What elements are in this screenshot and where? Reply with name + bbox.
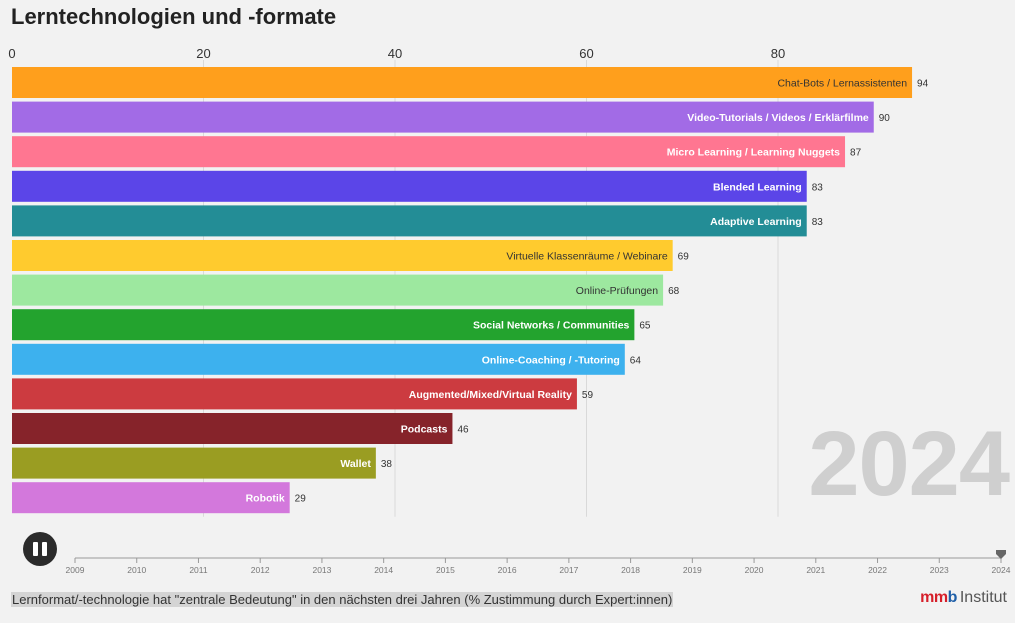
x-tick-label: 60 xyxy=(579,46,593,61)
timeline-year-label[interactable]: 2013 xyxy=(312,565,331,575)
x-tick-label: 20 xyxy=(196,46,210,61)
bar-category-label: Robotik xyxy=(246,493,285,505)
x-tick-label: 0 xyxy=(8,46,15,61)
bar-category-label: Blended Learning xyxy=(713,181,802,193)
bar xyxy=(12,413,453,444)
bar-category-label: Augmented/Mixed/Virtual Reality xyxy=(409,389,572,401)
x-tick-label: 40 xyxy=(388,46,402,61)
timeline-year-label[interactable]: 2019 xyxy=(683,565,702,575)
bar-value-label: 90 xyxy=(879,113,891,124)
bar-value-label: 59 xyxy=(582,390,594,401)
timeline-year-label[interactable]: 2021 xyxy=(806,565,825,575)
bar xyxy=(12,240,673,271)
bar xyxy=(12,170,807,202)
timeline-year-label[interactable]: 2022 xyxy=(868,565,887,575)
bar xyxy=(12,309,635,341)
timeline-year-label[interactable]: 2014 xyxy=(374,565,393,575)
page-title: Lerntechnologien und -formate xyxy=(11,4,337,29)
timeline-year-label[interactable]: 2018 xyxy=(621,565,640,575)
pause-button[interactable] xyxy=(23,532,57,566)
year-timeline-slider[interactable]: 2009 2010 2011 2012 2013 2014 2015 2016 2017 2018… xyxy=(0,548,1015,578)
logo-mark: mmb xyxy=(920,589,957,606)
timeline-year-label[interactable]: 2016 xyxy=(498,565,517,575)
bar-value-label: 46 xyxy=(457,425,469,436)
bar xyxy=(12,482,290,514)
bar-category-label: Chat-Bots / Lernassistenten xyxy=(777,78,907,90)
bar xyxy=(12,378,577,410)
year-watermark: 2024 xyxy=(808,413,1010,515)
bar-value-label: 69 xyxy=(678,252,690,263)
bar-value-label: 64 xyxy=(630,355,642,366)
timeline-year-label[interactable]: 2024 xyxy=(992,565,1011,575)
timeline-year-label[interactable]: 2015 xyxy=(436,565,455,575)
mmb-institut-logo: mmb Institut xyxy=(920,589,1007,607)
chart-caption: Lernformat/-technologie hat "zentrale Be… xyxy=(11,592,674,607)
bar-value-label: 29 xyxy=(295,494,307,505)
bar-value-label: 68 xyxy=(668,286,680,297)
bar-value-label: 83 xyxy=(812,217,824,228)
timeline-handle[interactable] xyxy=(996,550,1006,559)
timeline-year-label[interactable]: 2017 xyxy=(559,565,578,575)
bar-value-label: 87 xyxy=(850,148,862,159)
bar-category-label: Wallet xyxy=(340,458,371,470)
bar xyxy=(12,101,874,133)
timeline-year-label[interactable]: 2023 xyxy=(930,565,949,575)
bar-category-label: Online-Prüfungen xyxy=(576,285,658,297)
bar xyxy=(12,274,664,306)
bar-category-label: Micro Learning / Learning Nuggets xyxy=(667,147,840,159)
bar-value-label: 38 xyxy=(381,459,393,470)
pause-icon xyxy=(33,542,47,556)
bar xyxy=(12,205,807,237)
bar-value-label: 65 xyxy=(639,321,651,332)
bar-value-label: 94 xyxy=(917,79,929,90)
timeline-year-label[interactable]: 2010 xyxy=(127,565,146,575)
bar-value-label: 83 xyxy=(812,182,824,193)
logo-text: Institut xyxy=(959,589,1007,606)
bar-category-label: Online-Coaching / -Tutoring xyxy=(482,354,620,366)
x-tick-label: 80 xyxy=(771,46,785,61)
timeline-year-label[interactable]: 2020 xyxy=(745,565,764,575)
bar-category-label: Social Networks / Communities xyxy=(473,320,630,332)
bar xyxy=(12,447,376,479)
bar-category-label: Video-Tutorials / Videos / Erklärfilme xyxy=(687,112,869,124)
bar-chart: 0 20 40 60 80 Chat-Bots / Lernassistenten 94 Vi… xyxy=(8,46,929,517)
bar xyxy=(12,343,625,375)
bar xyxy=(12,136,846,168)
bar-category-label: Podcasts xyxy=(401,424,448,436)
bar xyxy=(12,67,913,98)
timeline-year-label[interactable]: 2011 xyxy=(189,565,208,575)
timeline-year-label[interactable]: 2012 xyxy=(251,565,270,575)
timeline-year-label[interactable]: 2009 xyxy=(66,565,85,575)
bar-category-label: Virtuelle Klassenräume / Webinare xyxy=(506,251,667,263)
bar-category-label: Adaptive Learning xyxy=(710,216,802,228)
